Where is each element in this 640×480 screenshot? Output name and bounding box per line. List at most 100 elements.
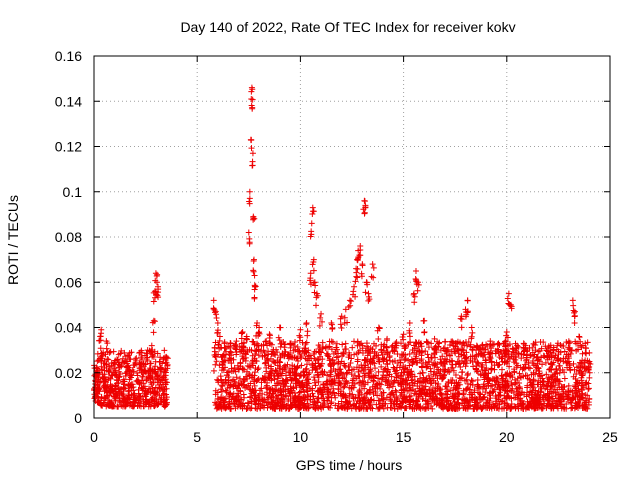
band-point-1-3161 [302,348,309,355]
band-point-1-1974 [279,377,286,384]
band-point-1-2620 [455,379,462,386]
data-point-82-c2 [432,343,439,350]
data-point-24-c1 [164,362,171,369]
band-point-1-2865 [304,392,311,399]
band-point-1-3092 [455,390,462,397]
data-point-30-c1 [228,349,235,356]
band-point-1-2838 [419,348,426,355]
band-point-1-3180 [480,383,487,390]
band-point-0-491 [163,394,170,401]
band-point-1-2111 [446,342,453,349]
band-point-0-362 [92,377,99,384]
band-point-0-420 [94,365,101,372]
band-point-1-3258 [376,358,383,365]
band-point-1-2450 [355,368,362,375]
band-point-1-2825 [378,391,385,398]
data-point-73 [375,324,382,331]
band-point-1-2623 [543,371,550,378]
band-point-0-436 [100,383,107,390]
band-point-1-3248 [566,362,573,369]
band-point-1-3257 [269,399,276,406]
band-point-1-3023 [319,356,326,363]
band-point-1-2883 [216,362,223,369]
band-point-1-2902 [342,377,349,384]
band-point-1-3222 [534,399,541,406]
band-point-1-3255 [559,386,566,393]
band-point-1-3244 [460,352,467,359]
band-point-1-2645 [328,338,335,345]
band-point-1-3263 [405,341,412,348]
band-point-1-789 [586,374,593,381]
band-point-1-2876 [337,381,344,388]
band-point-1-3174 [345,403,352,410]
band-point-1-2429 [580,384,587,391]
band-point-1-3076 [572,385,579,392]
band-point-1-3242 [455,399,462,406]
data-point-74-c2 [383,344,390,351]
band-point-1-2906 [333,354,340,361]
band-point-1-1847 [247,393,254,400]
band-point-1-3141 [341,374,348,381]
band-point-1-3170 [241,381,248,388]
data-point-87-c1 [464,297,471,304]
band-point-1-2802 [309,387,316,394]
band-point-1-2708 [494,375,501,382]
band-point-1-3182 [402,365,409,372]
data-point-84-c2 [452,343,459,350]
band-point-1-3099 [525,402,532,409]
band-point-1-1325 [296,348,303,355]
data-point-36-c1 [248,145,255,152]
data-point-58-c2 [329,325,336,332]
band-point-1-1332 [424,351,431,358]
band-point-1-2325 [512,403,519,410]
data-point-34 [245,229,252,236]
band-point-1-2045 [428,340,435,347]
data-point-21-c2 [155,289,162,296]
band-point-1-2595 [310,393,317,400]
data-point-94-c2 [507,302,514,309]
data-point-37 [248,95,255,102]
band-point-1-2640 [359,378,366,385]
band-point-1-3171 [473,362,480,369]
band-point-1-1956 [243,405,250,412]
data-point-29-c1 [220,358,227,365]
data-point-57-c2 [316,322,323,329]
band-point-1-3131 [288,354,295,361]
band-point-1-3084 [268,363,275,370]
band-point-1-1499 [398,340,405,347]
band-point-1-2172 [488,365,495,372]
data-point-37-c2 [248,102,255,109]
data-point-103-c0 [574,340,581,347]
data-point-33-c1 [243,335,250,342]
data-point-53-c2 [310,208,317,215]
data-point-22-c2 [156,359,163,366]
band-point-0-523 [135,397,142,404]
band-point-1-3043 [488,366,495,373]
data-point-58-c1 [328,321,335,328]
data-point-89-c2 [478,350,485,357]
band-point-1-2772 [220,399,227,406]
band-point-1-3009 [259,353,266,360]
band-point-1-2062 [496,401,503,408]
band-point-1-1460 [361,400,368,407]
band-point-1-1738 [463,349,470,356]
band-point-1-3206 [414,383,421,390]
band-point-1-2434 [373,381,380,388]
band-point-1-3178 [484,342,491,349]
band-point-1-2353 [342,340,349,347]
data-point-26-c2 [211,309,218,316]
band-point-1-2326 [241,376,248,383]
band-point-1-3253 [407,368,414,375]
band-point-1-2267 [354,339,361,346]
data-point-105-c2 [586,369,593,376]
band-point-1-1266 [263,384,270,391]
band-point-1-2831 [359,345,366,352]
band-point-1-3254 [227,381,234,388]
band-point-1-2624 [540,339,547,346]
band-point-1-3082 [369,346,376,353]
band-point-0-536 [151,390,158,397]
band-point-1-2461 [298,354,305,361]
band-point-1-3025 [393,395,400,402]
band-point-1-3026 [537,373,544,380]
band-point-1-2770 [287,374,294,381]
